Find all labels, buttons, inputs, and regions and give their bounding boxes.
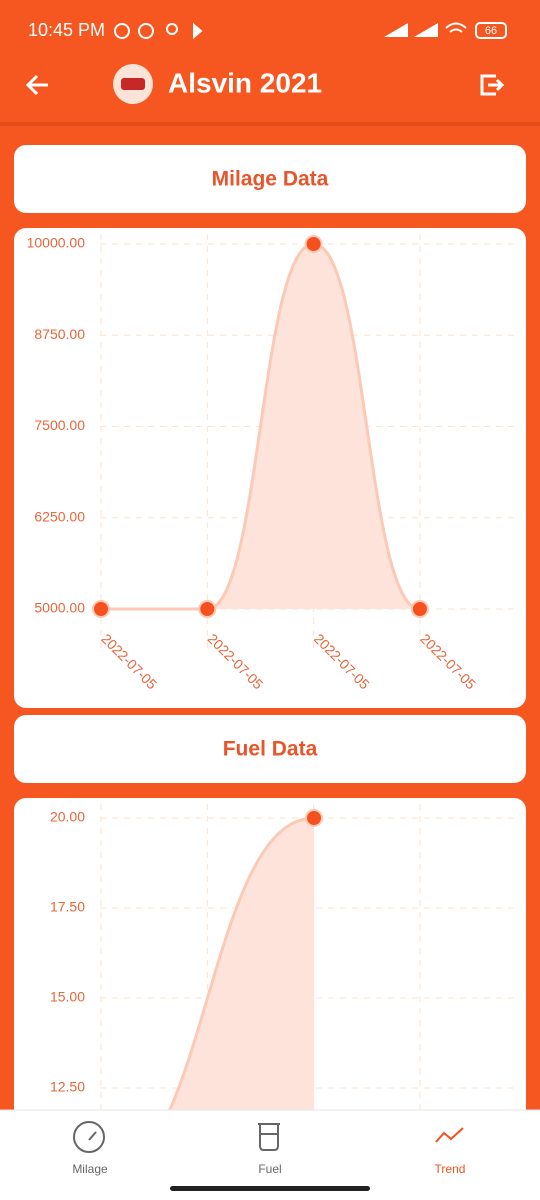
point <box>304 235 323 253</box>
status-time: 10:45 PM <box>28 20 105 40</box>
app-title: Alsvin 2021 <box>168 67 322 98</box>
nav-item[interactable]: Fuel <box>258 1162 281 1176</box>
y-tick-label: 7500.00 <box>34 417 85 433</box>
y-tick-label: 15.00 <box>50 989 85 1005</box>
app-bar-shadow <box>0 122 540 126</box>
y-tick-label: 10000.00 <box>27 235 86 251</box>
section-header <box>14 715 526 783</box>
y-tick-label: 12.50 <box>50 1079 85 1095</box>
status-icons <box>114 22 507 40</box>
nav-item[interactable]: Trend <box>435 1162 466 1176</box>
home-indicator <box>170 1186 370 1191</box>
line <box>100 242 421 611</box>
y-tick-label: 8750.00 <box>34 326 85 342</box>
section-title: Milage Data <box>212 168 329 191</box>
point <box>198 600 217 618</box>
y-tick-label: 17.50 <box>50 899 85 915</box>
logout-button[interactable] <box>480 74 505 96</box>
point <box>305 809 323 827</box>
point <box>410 600 429 618</box>
charts: Milage Data 5000.00 6250.00 7500.00 8750.00 1… <box>14 145 526 1200</box>
section-header <box>14 145 526 213</box>
app-logo-car <box>121 78 145 90</box>
section-title: Fuel Data <box>223 738 318 761</box>
back-button[interactable] <box>25 74 48 96</box>
nav-icons <box>73 1121 464 1153</box>
y-tick-label: 20.00 <box>50 809 85 825</box>
y-tick-label: 5000.00 <box>34 600 85 616</box>
nav-item[interactable]: Milage <box>72 1162 108 1176</box>
y-tick-label: 6250.00 <box>34 508 85 524</box>
point <box>92 600 110 618</box>
battery-level: 66 <box>485 25 497 37</box>
